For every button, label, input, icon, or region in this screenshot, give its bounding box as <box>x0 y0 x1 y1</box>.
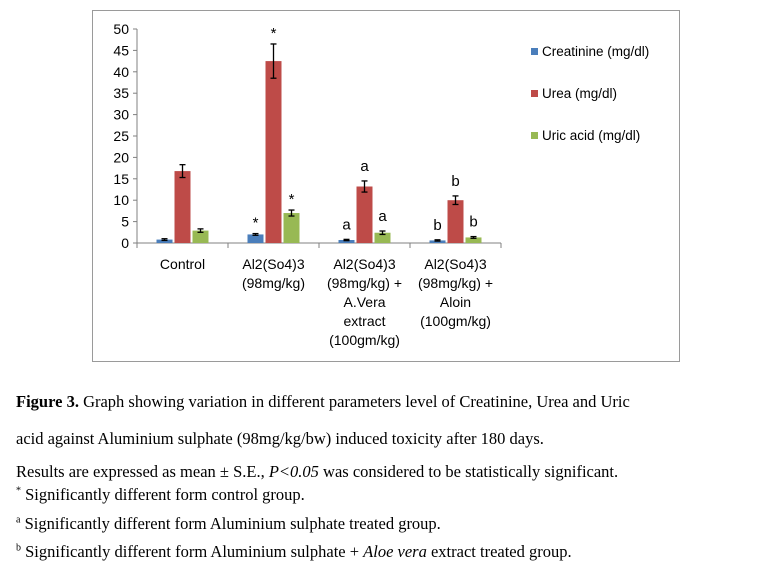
b-note: b Significantly different form Aluminium… <box>16 542 572 562</box>
bar <box>192 230 209 243</box>
bar <box>374 232 391 243</box>
significance-mark: b <box>451 173 459 190</box>
y-tick-label: 25 <box>113 128 129 144</box>
x-category-label: Al2(So4)3 <box>424 256 486 272</box>
b-text: Significantly different form Aluminium s… <box>21 542 364 561</box>
significance-mark: b <box>469 214 477 231</box>
significance-mark: * <box>271 25 277 42</box>
b-tail: extract treated group. <box>426 542 572 561</box>
x-category-label: (100gm/kg) <box>329 332 400 348</box>
x-category-label: (98mg/kg) <box>242 275 305 291</box>
bar <box>247 234 264 243</box>
star-mark: * <box>16 485 21 497</box>
results-prefix: Results are expressed as mean ± S.E., <box>16 462 269 481</box>
x-category-label: Al2(So4)3 <box>333 256 395 272</box>
bar <box>338 240 355 243</box>
bar <box>156 239 173 243</box>
y-tick-label: 5 <box>121 214 129 230</box>
caption-line-1: Figure 3. Graph showing variation in dif… <box>16 392 630 412</box>
significance-mark: a <box>360 158 369 175</box>
x-category-label: A.Vera <box>343 294 385 310</box>
bar <box>465 237 482 243</box>
x-category-label: Aloin <box>440 294 471 310</box>
x-category-label: (98mg/kg) + <box>418 275 493 291</box>
y-tick-label: 40 <box>113 64 129 80</box>
a-text: Significantly different form Aluminium s… <box>20 514 441 533</box>
p-value: P<0.05 <box>268 462 319 481</box>
significance-mark: a <box>378 208 387 225</box>
y-tick-label: 10 <box>113 192 129 208</box>
results-suffix: was considered to be statistically signi… <box>318 462 619 481</box>
y-tick-label: 50 <box>113 21 129 37</box>
legend-swatch <box>531 48 538 55</box>
legend-label: Urea (mg/dl) <box>542 86 617 101</box>
x-category-label: Control <box>160 256 205 272</box>
bar <box>356 186 373 243</box>
legend-label: Creatinine (mg/dl) <box>542 44 649 59</box>
bar <box>174 171 191 243</box>
significance-mark: b <box>433 217 441 234</box>
y-tick-label: 0 <box>121 235 129 251</box>
significance-mark: a <box>342 216 351 233</box>
y-tick-label: 45 <box>113 42 129 58</box>
y-tick-label: 20 <box>113 149 129 165</box>
results-note: Results are expressed as mean ± S.E., P<… <box>16 462 618 482</box>
a-note: a Significantly different form Aluminium… <box>16 514 441 534</box>
y-tick-label: 15 <box>113 171 129 187</box>
legend-swatch <box>531 90 538 97</box>
significance-mark: * <box>289 191 295 208</box>
x-category-label: (100gm/kg) <box>420 313 491 329</box>
y-tick-label: 35 <box>113 85 129 101</box>
bar <box>283 213 300 243</box>
star-text: Significantly different form control gro… <box>21 485 305 504</box>
x-category-label: Al2(So4)3 <box>242 256 304 272</box>
b-mark: b <box>16 542 21 554</box>
x-category-label: (98mg/kg) + <box>327 275 402 291</box>
x-category-label: extract <box>343 313 385 329</box>
star-note: * Significantly different form control g… <box>16 485 305 505</box>
bar-chart: 0 5 10 15 20 25 30 35 40 45 50 * a b * a b * a b Control Al2(… <box>113 21 649 348</box>
figure-label: Figure 3. <box>16 392 79 411</box>
y-tick-label: 30 <box>113 107 129 123</box>
b-italic: Aloe vera <box>363 542 427 561</box>
chart-frame: 0 5 10 15 20 25 30 35 40 45 50 * a b * a b * a b Control Al2(… <box>92 10 680 362</box>
caption-line-2: acid against Aluminium sulphate (98mg/kg… <box>16 429 544 448</box>
bar <box>265 61 282 243</box>
caption-text-1: Graph showing variation in different par… <box>78 392 630 411</box>
bar <box>447 200 464 243</box>
significance-mark: * <box>253 215 259 232</box>
a-mark: a <box>16 514 21 526</box>
legend-label: Uric acid (mg/dl) <box>542 128 640 143</box>
legend-swatch <box>531 132 538 139</box>
